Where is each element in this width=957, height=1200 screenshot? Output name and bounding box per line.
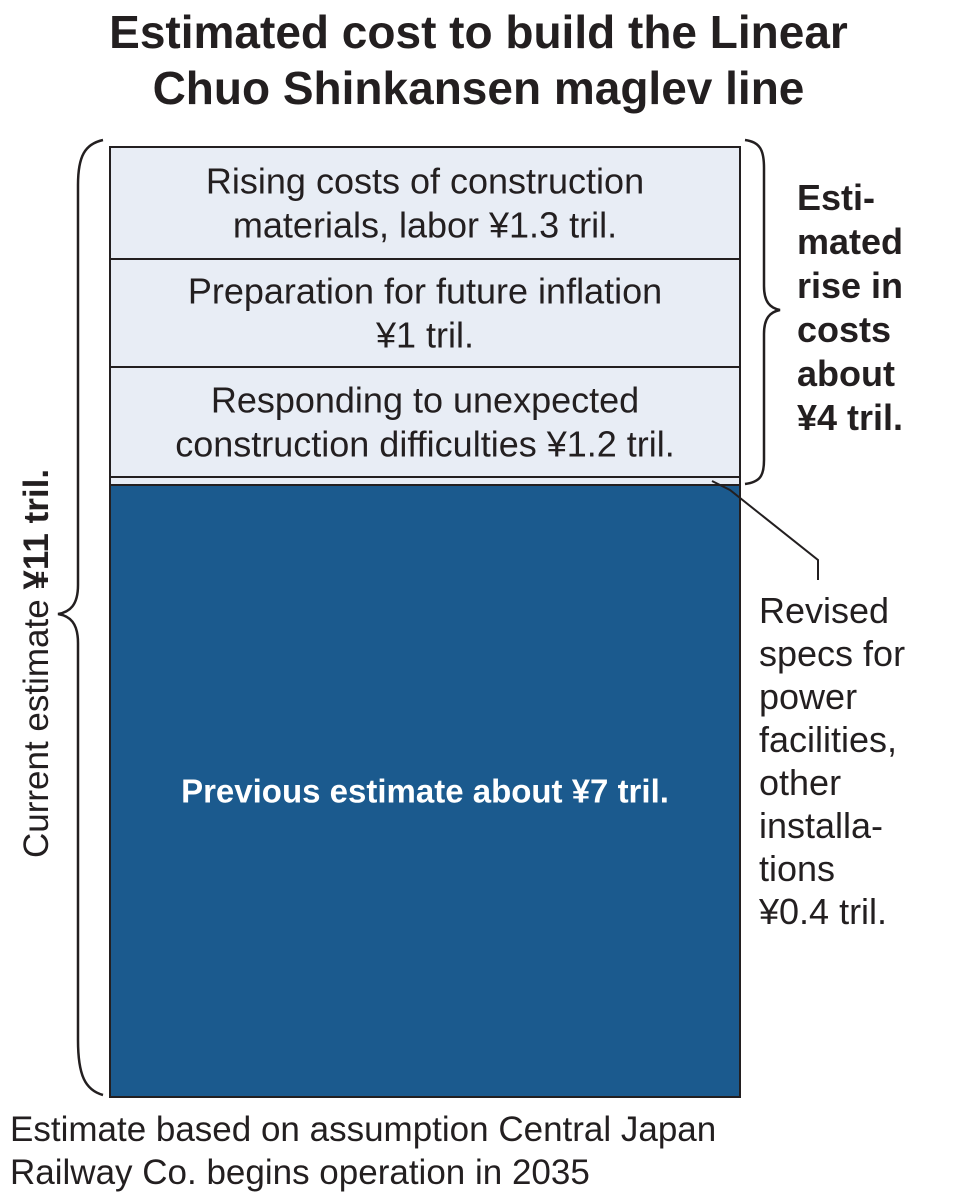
rise-line-5: about bbox=[797, 353, 895, 394]
current-estimate-brace bbox=[57, 138, 104, 1097]
bar-segment-0 bbox=[109, 484, 741, 1098]
current-estimate-label: Current estimate ¥11 tril. bbox=[17, 469, 56, 858]
rise-line-6: ¥4 tril. bbox=[797, 397, 903, 438]
bar-segment-3 bbox=[109, 258, 741, 368]
revised-line-3: power bbox=[759, 676, 857, 717]
segment-label-0-line-0: Previous estimate about ¥7 tril. bbox=[181, 773, 669, 810]
footnote-line-2: Railway Co. begins operation in 2035 bbox=[10, 1153, 590, 1192]
current-estimate-bold: ¥11 tril. bbox=[17, 469, 56, 590]
bar-segment-1 bbox=[109, 476, 741, 486]
revised-line-2: specs for bbox=[759, 633, 905, 674]
rise-line-4: costs bbox=[797, 309, 891, 350]
rise-line-2: mated bbox=[797, 221, 903, 262]
segment-label-2: Responding to unexpected construction dif… bbox=[175, 380, 675, 465]
revised-line-6: installa- bbox=[759, 805, 883, 846]
current-estimate-regular: Current estimate bbox=[17, 590, 56, 858]
footnote-line-1: Estimate based on assumption Central Jap… bbox=[10, 1110, 717, 1149]
bar-segment-2 bbox=[109, 366, 741, 478]
footnote: Estimate based on assumption Central Jap… bbox=[10, 1108, 716, 1194]
segment-label-2-line-0: Responding to unexpected bbox=[211, 380, 639, 421]
estimated-rise-brace bbox=[744, 138, 781, 486]
segment-label-0: Previous estimate about ¥7 tril. bbox=[181, 773, 669, 810]
revised-line-5: other bbox=[759, 762, 841, 803]
segment-label-3-line-1: ¥1 tril. bbox=[375, 315, 474, 356]
rise-line-3: rise in bbox=[797, 265, 903, 306]
revised-line-1: Revised bbox=[759, 590, 889, 631]
segment-label-4: Rising costs of construction materials, l… bbox=[206, 161, 644, 246]
segment-label-2-line-1: construction difficulties ¥1.2 tril. bbox=[175, 424, 675, 465]
segment-label-4-line-0: Rising costs of construction bbox=[206, 161, 644, 202]
segment-label-3-line-0: Preparation for future inflation bbox=[188, 271, 662, 312]
bar-segments bbox=[109, 146, 741, 1098]
bar-segment-4 bbox=[109, 146, 741, 260]
revised-specs-label: Revised specs for power facilities, othe… bbox=[758, 590, 915, 932]
estimated-rise-label: Esti- mated rise in costs about ¥4 tril. bbox=[797, 177, 913, 438]
segment-label-3: Preparation for future inflation ¥1 tril. bbox=[188, 271, 662, 356]
segment-label-4-line-1: materials, labor ¥1.3 tril. bbox=[233, 205, 617, 246]
revised-line-4: facilities, bbox=[759, 719, 897, 760]
title-line-1: Estimated cost to build the Linear bbox=[109, 6, 848, 58]
revised-line-7: tions bbox=[759, 848, 835, 889]
rise-line-1: Esti- bbox=[797, 177, 875, 218]
chart-title: Estimated cost to build the Linear Chuo … bbox=[0, 4, 957, 116]
revised-specs-leader bbox=[711, 480, 819, 580]
revised-line-8: ¥0.4 tril. bbox=[758, 891, 887, 932]
segment-labels: Previous estimate about ¥7 tril. Respondi… bbox=[175, 161, 675, 810]
title-line-2: Chuo Shinkansen maglev line bbox=[152, 62, 805, 114]
